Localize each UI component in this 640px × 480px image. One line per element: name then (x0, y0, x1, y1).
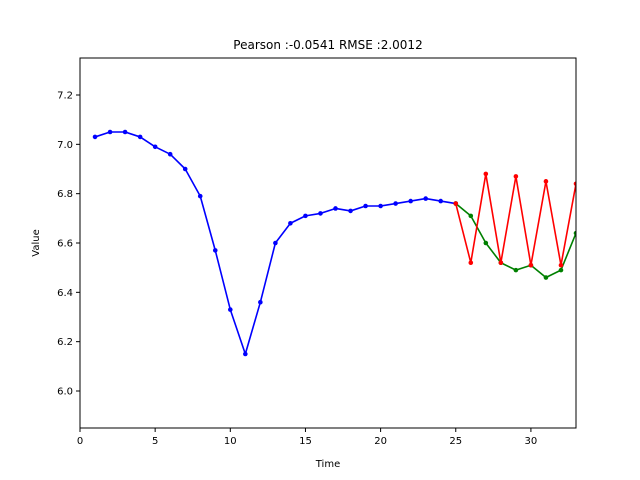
series-0-point (107, 129, 113, 135)
series-0-point (137, 134, 143, 140)
series-0-point (182, 166, 188, 172)
series-0-point (408, 198, 413, 204)
series-2-point (513, 174, 519, 179)
series-layer (92, 129, 576, 357)
series-2-point (543, 179, 549, 184)
series-0-point (258, 299, 263, 305)
series-0-point (212, 248, 218, 253)
series-0-point (228, 307, 233, 312)
series-1-point (513, 267, 519, 273)
series-0 (92, 129, 459, 357)
y-tick-label: 6.6 (57, 239, 73, 250)
series-0-point (288, 220, 293, 226)
x-tick-label: 0 (77, 436, 83, 447)
y-tick-label: 7.2 (57, 91, 73, 102)
series-2-point (468, 260, 474, 266)
series-0-point (92, 134, 98, 140)
series-2-point (483, 171, 489, 177)
x-tick-label: 5 (152, 436, 158, 447)
x-tick-label: 15 (299, 436, 312, 447)
y-tick-label: 6.0 (57, 387, 73, 398)
series-1-point (573, 230, 576, 236)
series-0-point (303, 213, 308, 219)
series-2-point (498, 260, 504, 266)
y-axis-label: Value (31, 229, 42, 256)
series-0-point (393, 201, 398, 206)
y-tick-label: 6.4 (57, 288, 73, 299)
series-0-point (122, 129, 128, 135)
x-tick-label: 20 (374, 436, 387, 447)
y-tick-label: 6.8 (57, 189, 73, 200)
chart-title: Pearson :-0.0541 RMSE :2.0012 (233, 38, 422, 52)
series-1-point (558, 267, 564, 273)
x-tick-label: 10 (224, 436, 237, 447)
series-1-point (483, 240, 489, 246)
series-0-point (378, 203, 383, 209)
series-0-point (152, 144, 158, 150)
series-2-point (558, 262, 564, 268)
y-axis: 6.0 6.2 6.4 6.6 6.8 7.0 7.2 (57, 91, 80, 398)
series-0-point (363, 203, 368, 209)
series-1-point (543, 275, 549, 280)
x-tick-label: 30 (525, 436, 538, 447)
series-0-point (243, 351, 248, 357)
series-0-point (333, 206, 338, 211)
series-0-point (273, 240, 278, 246)
series-2 (453, 171, 576, 268)
series-1-point (468, 213, 474, 219)
series-0-point (318, 211, 323, 216)
series-2-point (453, 201, 459, 206)
series-0-point (197, 193, 203, 199)
y-tick-label: 6.2 (57, 337, 73, 348)
series-2-point (573, 181, 576, 187)
series-0-point (348, 208, 353, 214)
x-axis: 0 5 10 15 20 25 30 (77, 428, 537, 447)
series-0-point (167, 151, 173, 157)
series-0-point (423, 196, 429, 201)
x-tick-label: 25 (449, 436, 462, 447)
y-tick-label: 7.0 (57, 140, 73, 151)
series-0-point (438, 198, 444, 204)
x-axis-label: Time (315, 459, 340, 470)
series-2-point (528, 262, 534, 268)
